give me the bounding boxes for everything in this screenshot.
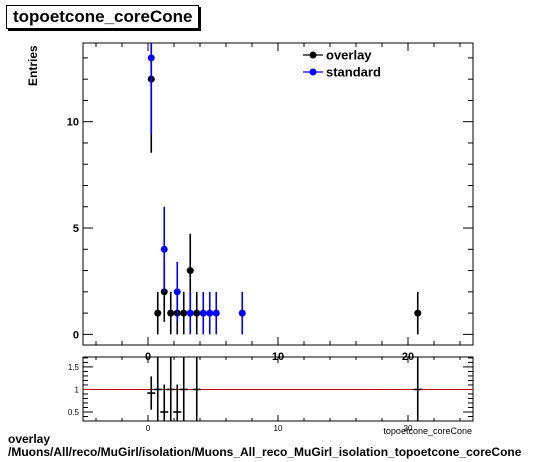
legend-marker-overlay — [309, 51, 317, 59]
standard-point — [160, 245, 168, 253]
y-axis-label: Entries — [26, 45, 40, 86]
standard-point — [186, 309, 194, 317]
main-data-marks — [147, 43, 422, 335]
standard-point — [199, 309, 207, 317]
chart-title: topoetcone_coreCone — [6, 5, 200, 29]
overlay-point — [167, 309, 175, 317]
caption-line-1: overlay — [8, 432, 51, 446]
main-y-tick-label: 5 — [73, 223, 79, 235]
ratio-y-tick-label: 1.5 — [68, 363, 80, 372]
main-plot-frame — [82, 42, 474, 346]
standard-point — [206, 309, 214, 317]
standard-point — [212, 309, 220, 317]
legend: overlay standard — [303, 48, 381, 80]
main-y-tick-label: 10 — [67, 117, 79, 129]
ratio-axes: 0 10 20 0.5 1 1.5 — [68, 357, 473, 433]
legend-label-standard: standard — [326, 65, 381, 80]
standard-point — [147, 54, 155, 62]
standard-point — [238, 309, 246, 317]
ratio-x-tick-label: 20 — [404, 424, 413, 433]
ratio-data-marks — [83, 357, 473, 421]
x-axis-label: topoetcone_coreCone — [383, 426, 472, 436]
standard-point — [173, 288, 181, 296]
ratio-x-tick-label: 0 — [146, 424, 151, 433]
overlay-point — [154, 309, 162, 317]
legend-label-overlay: overlay — [326, 48, 372, 63]
overlay-point — [414, 309, 422, 317]
overlay-point — [186, 267, 194, 275]
ratio-x-tick-label: 10 — [274, 424, 283, 433]
caption-line-2: /Muons/All/reco/MuGirl/isolation/Muons_A… — [8, 445, 522, 459]
ratio-y-tick-label: 1 — [75, 385, 80, 394]
overlay-point — [193, 309, 201, 317]
main-y-tick-label: 0 — [73, 329, 79, 341]
caption: overlay /Muons/All/reco/MuGirl/isolation… — [8, 433, 521, 459]
ratio-y-tick-label: 0.5 — [68, 408, 80, 417]
legend-marker-standard — [309, 68, 317, 76]
overlay-point — [180, 309, 188, 317]
